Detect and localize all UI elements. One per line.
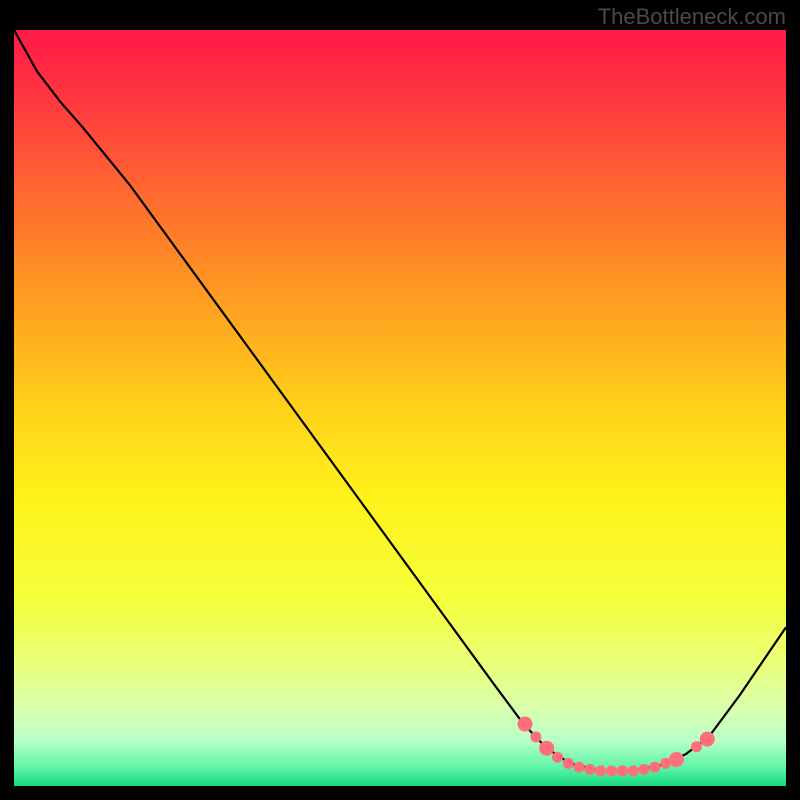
watermark-text: TheBottleneck.com [598,4,786,30]
chart-plot-area [14,30,786,786]
chart-background-gradient [14,30,786,786]
